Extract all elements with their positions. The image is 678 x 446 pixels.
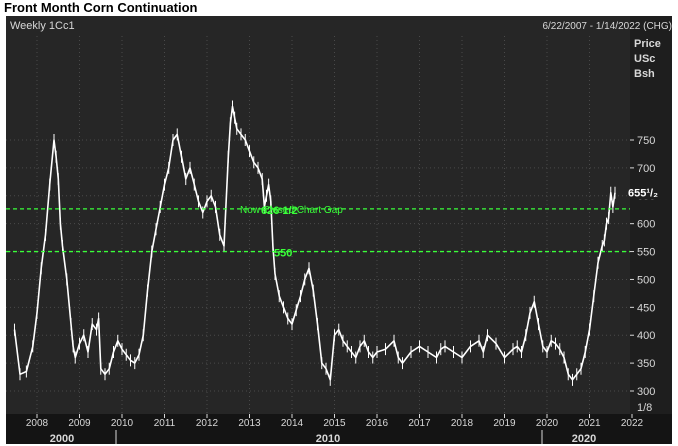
y-unit-label: Price USc Bsh — [634, 38, 661, 80]
era-label: 2010 — [316, 433, 340, 445]
y-unit-line: USc — [634, 53, 655, 65]
y-axis-ticks: 300350400450500550600650700750655¹/₂ — [628, 135, 660, 398]
x-axis-panel — [6, 414, 630, 430]
x-tick-label: 2009 — [68, 418, 91, 429]
x-tick-label: 2008 — [26, 418, 49, 429]
era-ticks: 2000 2010 2020 — [50, 430, 596, 445]
scale-note: 1/8 — [637, 402, 652, 414]
last-price-label: 655¹/₂ — [628, 188, 658, 200]
x-axis-ticks: 2008 2009 2010 2011 2012 2013 2014 2015 2016 2017… — [26, 414, 644, 429]
x-tick-label: 2019 — [493, 418, 516, 429]
chart-plot-area — [6, 16, 630, 414]
reference-line-label: 626 1/2 — [261, 205, 298, 217]
x-tick-label: 2016 — [366, 418, 389, 429]
y-tick-label: 750 — [637, 135, 655, 147]
y-unit-line: Price — [634, 38, 661, 50]
y-tick-label: 400 — [637, 330, 655, 342]
price-series-line — [13, 105, 616, 381]
x-tick-label: 2013 — [238, 418, 261, 429]
axis-corner — [630, 414, 672, 444]
y-tick-label: 600 — [637, 219, 655, 231]
era-label: 2020 — [572, 433, 596, 445]
chart-labels: Weekly 1Cc1 6/22/2007 - 1/14/2022 (CHG) … — [10, 20, 672, 414]
era-label: 2000 — [50, 433, 74, 445]
y-unit-line: Bsh — [634, 68, 655, 80]
y-tick-label: 350 — [637, 358, 655, 370]
y-tick-label: 300 — [637, 386, 655, 398]
x-tick-label: 2022 — [621, 418, 644, 429]
chart-gap-annotation: Now Closed Chart Gap — [240, 205, 343, 216]
y-tick-label: 700 — [637, 163, 655, 175]
x-tick-label: 2018 — [451, 418, 474, 429]
date-range-label: 6/22/2007 - 1/14/2022 (CHG) — [542, 21, 672, 32]
y-tick-label: 450 — [637, 302, 655, 314]
y-tick-label: 500 — [637, 274, 655, 286]
x-tick-label: 2014 — [281, 418, 304, 429]
last-price-badge — [630, 185, 660, 200]
era-axis-panel — [6, 430, 630, 444]
page-title: Front Month Corn Continuation — [4, 0, 198, 15]
x-tick-label: 2012 — [196, 418, 219, 429]
y-tick-label: 550 — [637, 247, 655, 259]
x-tick-label: 2010 — [111, 418, 134, 429]
reference-line-label: 550 — [274, 248, 292, 260]
x-tick-label: 2015 — [323, 418, 346, 429]
series-layer — [13, 100, 616, 386]
series-label: Weekly 1Cc1 — [10, 20, 75, 32]
x-tick-label: 2017 — [408, 418, 431, 429]
x-tick-label: 2020 — [536, 418, 559, 429]
reference-lines: 626 1/2 550 — [6, 205, 630, 260]
x-tick-label: 2021 — [578, 418, 601, 429]
x-tick-label: 2011 — [154, 418, 176, 429]
y-axis-panel — [630, 16, 672, 414]
